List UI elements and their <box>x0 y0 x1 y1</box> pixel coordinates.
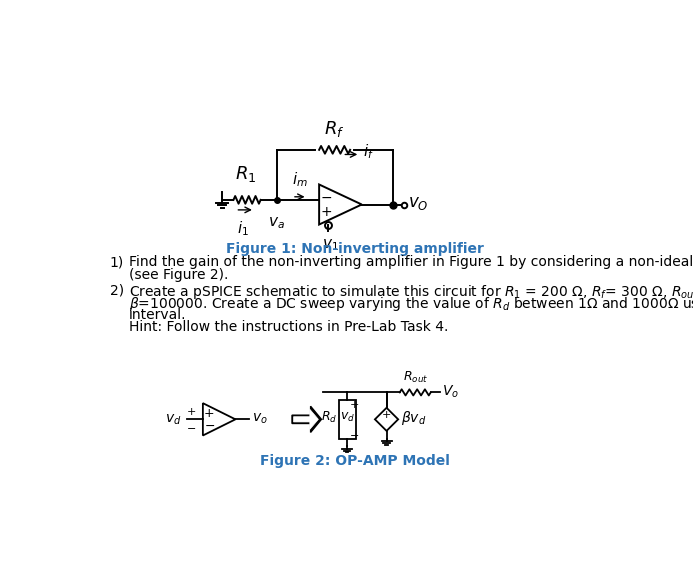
Text: $R_d$: $R_d$ <box>321 410 337 425</box>
Text: $v_d$: $v_d$ <box>165 412 181 427</box>
Text: $i_1$: $i_1$ <box>237 219 249 238</box>
Polygon shape <box>294 409 318 429</box>
Text: Figure 1: Non-inverting amplifier: Figure 1: Non-inverting amplifier <box>226 242 484 256</box>
Text: (see Figure 2).: (see Figure 2). <box>130 268 229 282</box>
Text: $R_{out}$: $R_{out}$ <box>403 370 428 384</box>
Text: $\beta$=100000. Create a DC sweep varying the value of $R_d$ between 1$\Omega$ a: $\beta$=100000. Create a DC sweep varyin… <box>130 296 693 314</box>
Text: Find the gain of the non-inverting amplifier in Figure 1 by considering a non-id: Find the gain of the non-inverting ampli… <box>130 255 693 269</box>
Text: $V_o$: $V_o$ <box>441 383 459 400</box>
Bar <box>338 400 356 438</box>
Text: 1): 1) <box>110 255 124 269</box>
Polygon shape <box>292 406 322 432</box>
Text: Create a pSPICE schematic to simulate this circuit for $R_1$ = 200 $\Omega$, $R_: Create a pSPICE schematic to simulate th… <box>130 283 693 301</box>
Text: $+$: $+$ <box>186 406 196 417</box>
Text: Hint: Follow the instructions in Pre-Lab Task 4.: Hint: Follow the instructions in Pre-Lab… <box>130 320 448 334</box>
Text: $+$: $+$ <box>320 205 332 219</box>
Text: $-$: $-$ <box>320 190 332 204</box>
Text: $-$: $-$ <box>349 429 359 439</box>
Text: $v_d$: $v_d$ <box>340 411 355 424</box>
Text: $\beta v_d$: $\beta v_d$ <box>401 409 427 427</box>
Text: $v_a$: $v_a$ <box>268 215 285 231</box>
Text: interval.: interval. <box>130 307 186 321</box>
Text: $+$: $+$ <box>204 407 215 420</box>
Text: $i_f$: $i_f$ <box>363 142 375 161</box>
Text: $+$: $+$ <box>349 399 359 410</box>
Text: Figure 2: OP-AMP Model: Figure 2: OP-AMP Model <box>260 454 450 468</box>
Text: $v_1$: $v_1$ <box>322 237 338 252</box>
Text: $i_m$: $i_m$ <box>292 170 308 189</box>
Text: 2): 2) <box>110 283 124 297</box>
Text: $+$: $+$ <box>381 409 392 420</box>
Text: $v_O$: $v_O$ <box>408 194 429 212</box>
Text: $R_f$: $R_f$ <box>324 119 345 139</box>
Text: $-$: $-$ <box>186 422 196 432</box>
Text: $R_1$: $R_1$ <box>235 165 256 184</box>
Text: $v_o$: $v_o$ <box>252 411 268 426</box>
Text: $-$: $-$ <box>204 419 215 432</box>
